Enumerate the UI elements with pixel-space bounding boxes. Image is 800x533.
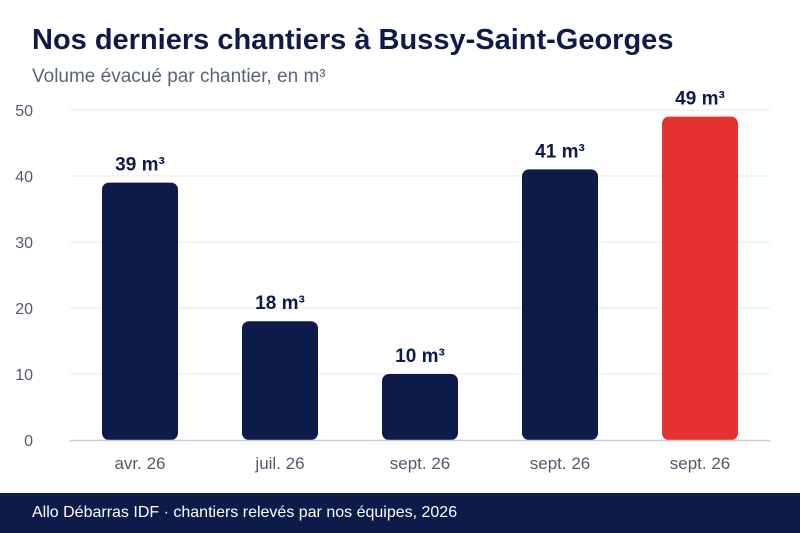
bar-chart: 0 10 20 30 40 50 39 m³ avr. 26 18 m³ juil. 26 10 m… [15,89,770,473]
y-tick-label: 30 [15,235,33,252]
x-tick-label: sept. 26 [390,454,451,473]
chart-subtitle: Volume évacué par chantier, en m³ [32,66,326,87]
y-tick-label: 50 [15,103,33,120]
x-tick-label: juil. 26 [254,454,304,473]
y-tick-label: 40 [15,169,33,186]
y-tick-label: 20 [15,301,33,318]
data-label: 18 m³ [255,293,305,314]
bar [242,321,318,440]
bar [102,182,178,440]
data-label: 41 m³ [535,141,585,162]
data-label: 10 m³ [395,346,445,367]
bar [382,374,458,440]
footer-bar: Allo Débarras IDF · chantiers relevés pa… [0,493,800,533]
data-label: 49 m³ [675,89,725,110]
bar [662,116,738,440]
x-tick-label: sept. 26 [530,454,591,473]
x-tick-label: avr. 26 [114,454,165,473]
footer-source: Allo Débarras IDF · chantiers relevés pa… [32,504,458,521]
bar [522,169,598,440]
x-tick-label: sept. 26 [670,454,731,473]
y-tick-label: 10 [15,367,33,384]
data-label: 39 m³ [115,155,165,176]
y-tick-label: 0 [24,433,33,450]
chart-title: Nos derniers chantiers à Bussy-Saint-Geo… [32,24,674,56]
